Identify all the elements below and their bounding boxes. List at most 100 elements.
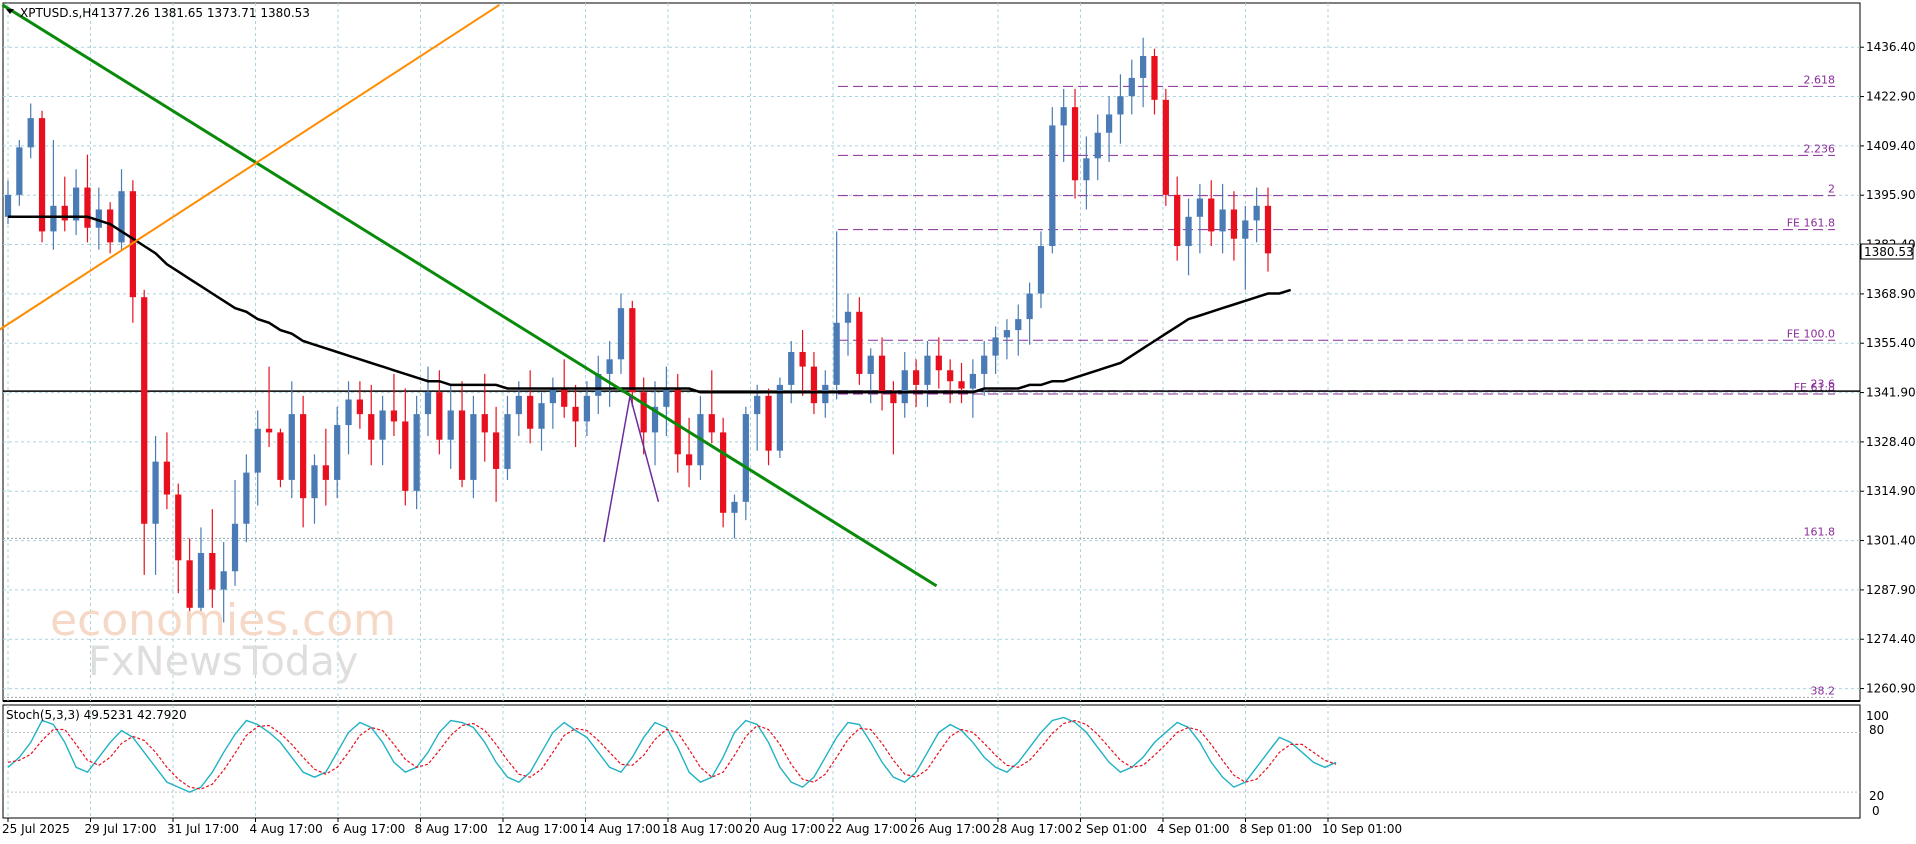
trendline-down	[1, 3, 938, 588]
pattern-zigzag	[603, 395, 660, 543]
candle-body	[742, 414, 749, 502]
candle-body	[141, 297, 148, 524]
candle-body	[27, 118, 34, 148]
candle-body	[1185, 216, 1192, 247]
x-tick-label: 12 Aug 17:00	[497, 822, 578, 836]
x-tick-label: 29 Jul 17:00	[85, 822, 157, 836]
candle-body	[402, 421, 409, 491]
candle-body	[890, 392, 897, 404]
candle-body	[606, 359, 613, 374]
candle-body	[1174, 194, 1181, 247]
candle-body	[447, 410, 454, 440]
stoch-level-0: 0	[1872, 804, 1880, 818]
candle-body	[152, 461, 159, 524]
candle-body	[822, 384, 829, 404]
candle-body	[107, 209, 114, 243]
fib-level-label: FE 100.0	[1787, 327, 1835, 340]
x-tick-label: 22 Aug 17:00	[827, 822, 908, 836]
fib-level-label: FE 161.8	[1787, 217, 1835, 230]
candle-body	[754, 395, 761, 415]
candle-body	[788, 352, 795, 385]
candle-body	[368, 414, 375, 440]
candle-body	[288, 414, 295, 480]
candle-body	[1117, 96, 1124, 115]
candle-body	[220, 571, 227, 590]
candle-body	[1026, 293, 1033, 320]
candle-body	[1105, 114, 1113, 133]
y-tick-label: 1436.40	[1866, 40, 1916, 54]
candle-body	[810, 366, 818, 404]
candle-body	[504, 414, 511, 469]
candle-body	[470, 414, 477, 480]
fib-level-label: 161.8	[1804, 525, 1836, 538]
candle-body	[1242, 220, 1249, 239]
collapse-triangle-icon[interactable]	[6, 9, 14, 14]
y-tick-label: 1287.90	[1866, 583, 1916, 597]
candle-body	[538, 403, 545, 429]
candle-body	[1162, 99, 1169, 195]
candle-body	[95, 209, 102, 228]
candle-body	[720, 432, 727, 513]
candle-body	[1071, 107, 1079, 181]
candle-body	[992, 337, 999, 356]
fib-level-label: 2	[1828, 183, 1835, 196]
candle-body	[72, 187, 80, 221]
candle-body	[969, 373, 976, 389]
candle-body	[197, 552, 205, 608]
candle-body	[481, 414, 488, 433]
trendline-up	[0, 3, 501, 331]
candle-body	[1083, 158, 1090, 181]
candle-body	[61, 205, 68, 221]
watermark-fxnewstoday: FxNewsToday	[88, 639, 358, 685]
candle-body	[4, 194, 12, 217]
candle-body	[413, 414, 420, 491]
current-price-value: 1380.53	[1864, 245, 1914, 259]
candle-body	[345, 399, 352, 426]
candle-body	[163, 461, 171, 495]
candle-body	[924, 355, 931, 385]
candle-body	[878, 355, 886, 393]
candle-body	[1151, 55, 1158, 100]
y-tick-label: 1368.90	[1866, 287, 1916, 301]
candle-body	[209, 552, 216, 590]
candle-body	[356, 399, 364, 415]
candle-body	[844, 311, 852, 323]
time-axis: 25 Jul 2025 29 Jul 17:00 31 Jul 17:00 4 Aug…	[2, 818, 1402, 836]
candle-body	[231, 523, 239, 572]
candle-body	[515, 395, 522, 415]
candle-body	[731, 501, 738, 513]
fib-level-label: 38.2	[1811, 684, 1836, 697]
candle-body	[595, 373, 602, 396]
candle-body	[1060, 107, 1067, 126]
candle-body	[912, 370, 920, 385]
candle-body	[867, 355, 874, 374]
candle-body	[243, 472, 250, 524]
y-tick-label: 1301.40	[1866, 534, 1916, 548]
candle-body	[685, 454, 693, 466]
candle-body	[617, 308, 625, 360]
candle-body	[947, 370, 954, 382]
y-tick-label: 1274.40	[1866, 632, 1916, 646]
candle-body	[300, 414, 307, 499]
x-tick-label: 26 Aug 17:00	[910, 822, 991, 836]
candle-body	[1037, 246, 1045, 294]
candle-body	[1015, 319, 1022, 331]
candle-body	[561, 388, 568, 407]
candle-body	[175, 494, 182, 561]
candle-body	[856, 311, 863, 374]
candles	[4, 37, 1272, 623]
stoch-level-80: 80	[1869, 723, 1884, 737]
stoch-level-20: 20	[1869, 789, 1884, 803]
price-axis: 1436.401422.901409.401395.901382.401368.…	[1860, 40, 1916, 696]
x-tick-label: 4 Aug 17:00	[250, 822, 323, 836]
ma-line	[8, 215, 1292, 394]
candle-body	[1140, 55, 1147, 78]
moving-average	[8, 215, 1292, 394]
candle-body	[527, 395, 534, 429]
y-tick-label: 1409.40	[1866, 139, 1916, 153]
candle-body	[311, 465, 318, 499]
candle-body	[549, 388, 556, 404]
